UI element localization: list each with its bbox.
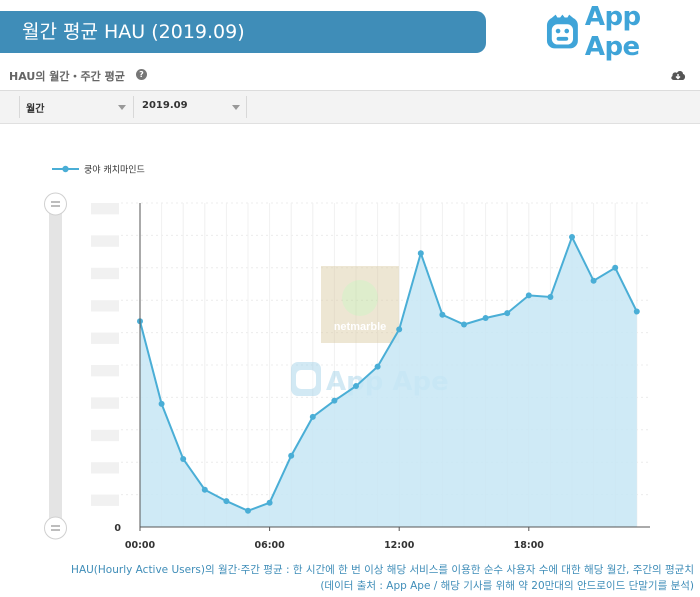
game-thumbnail-watermark: [321, 266, 399, 343]
app-ape-logo: App Ape: [546, 2, 700, 62]
panel-header: HAU의 월간・주간 평균 ?: [0, 60, 700, 91]
grid-band: [91, 429, 119, 442]
data-point[interactable]: [482, 315, 489, 322]
filter-bar: 월간 2019.09: [0, 91, 700, 124]
range-slider-bottom-handle[interactable]: [44, 516, 67, 540]
data-point[interactable]: [245, 507, 251, 514]
legend[interactable]: 쿵야 캐치마인드: [52, 164, 145, 176]
chevron-down-icon: [232, 105, 240, 110]
footnote: HAU(Hourly Active Users)의 월간·주간 평균 : 한 시…: [71, 562, 694, 594]
question-circle-icon[interactable]: ?: [136, 69, 147, 80]
legend-swatch-point: [62, 165, 69, 173]
legend-label[interactable]: 쿵야 캐치마인드: [84, 164, 145, 176]
cloud-download-icon[interactable]: [670, 68, 686, 82]
period-select[interactable]: 월간: [19, 96, 133, 118]
range-slider-top-handle[interactable]: [44, 192, 67, 216]
x-tick-label: 06:00: [254, 540, 285, 551]
data-point[interactable]: [180, 455, 187, 462]
panel-title: HAU의 월간・주간 평균: [9, 70, 125, 83]
x-tick-label: 18:00: [514, 540, 545, 551]
data-point[interactable]: [223, 498, 230, 505]
range-slider-track[interactable]: [49, 205, 62, 527]
data-point[interactable]: [353, 383, 359, 390]
data-point[interactable]: [288, 452, 295, 459]
grid-band: [91, 365, 119, 377]
x-axis: 00:00 06:00 12:00 18:00: [125, 526, 650, 551]
series-line: [139, 234, 638, 512]
data-point[interactable]: [309, 413, 316, 420]
data-point[interactable]: [590, 277, 597, 284]
grid-band: [91, 300, 119, 312]
page-title-banner: 월간 평균 HAU (2019.09): [0, 11, 486, 53]
series-points: [137, 234, 640, 514]
data-point[interactable]: [439, 311, 446, 318]
x-tick-label: 12:00: [384, 540, 415, 551]
data-point[interactable]: [201, 486, 208, 493]
data-point[interactable]: [525, 292, 532, 299]
grid-band: [91, 203, 119, 215]
data-point[interactable]: [331, 397, 338, 404]
footnote-definition: HAU(Hourly Active Users)의 월간·주간 평균 : 한 시…: [71, 564, 694, 576]
data-point[interactable]: [417, 250, 424, 257]
data-point[interactable]: [547, 293, 554, 300]
range-slider[interactable]: [44, 192, 67, 540]
x-tick-label: 00:00: [125, 540, 156, 551]
grid-band: [91, 462, 119, 474]
data-point[interactable]: [461, 321, 467, 328]
publisher-logo-text: netmarble: [334, 321, 387, 333]
grid-band: [91, 235, 119, 247]
grid-band: [91, 267, 119, 280]
month-select-value: 2019.09: [142, 100, 188, 111]
grid-band: [91, 397, 119, 409]
data-point[interactable]: [569, 234, 575, 241]
y-axis: 0: [114, 203, 141, 534]
app-ape-monkey-icon: [546, 14, 578, 49]
footnote-source: (데이터 출처 : App Ape / 해당 기사를 위해 약 20만대의 안드…: [320, 580, 694, 592]
brand-name: App Ape: [584, 2, 641, 62]
grid-band: [91, 332, 119, 344]
data-point[interactable]: [612, 264, 619, 271]
data-point[interactable]: [374, 363, 381, 370]
filter-divider: [246, 96, 247, 118]
data-point[interactable]: [158, 400, 165, 407]
grid-band: [91, 494, 119, 506]
data-point[interactable]: [396, 326, 403, 333]
data-point[interactable]: [504, 310, 511, 317]
month-select[interactable]: 2019.09: [133, 96, 247, 118]
hau-panel: HAU의 월간・주간 평균 ? 월간 2019.09: [0, 60, 700, 560]
period-select-value: 월간: [26, 104, 45, 115]
data-point[interactable]: [266, 499, 273, 506]
chevron-down-icon: [118, 105, 126, 110]
y-tick-label: 0: [114, 523, 121, 534]
page-title: 월간 평균 HAU (2019.09): [22, 21, 245, 43]
data-point[interactable]: [633, 308, 640, 315]
